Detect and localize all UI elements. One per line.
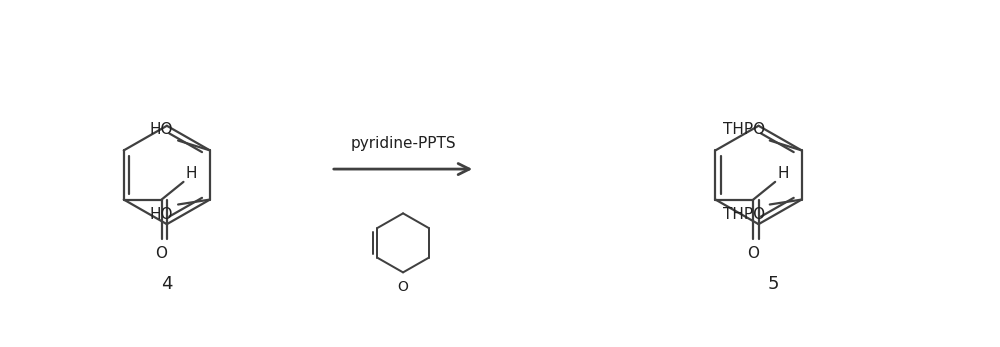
Text: O: O [398, 280, 408, 294]
Text: HO: HO [150, 121, 173, 137]
Text: 4: 4 [161, 275, 173, 293]
Text: H: H [185, 166, 197, 181]
Text: HO: HO [150, 208, 173, 222]
Text: THPO: THPO [723, 208, 765, 222]
Text: pyridine-PPTS: pyridine-PPTS [350, 136, 456, 151]
Text: H: H [777, 166, 789, 181]
Text: THPO: THPO [723, 121, 765, 137]
Text: O: O [747, 246, 759, 261]
Text: 5: 5 [768, 275, 779, 293]
Text: O: O [156, 246, 168, 261]
